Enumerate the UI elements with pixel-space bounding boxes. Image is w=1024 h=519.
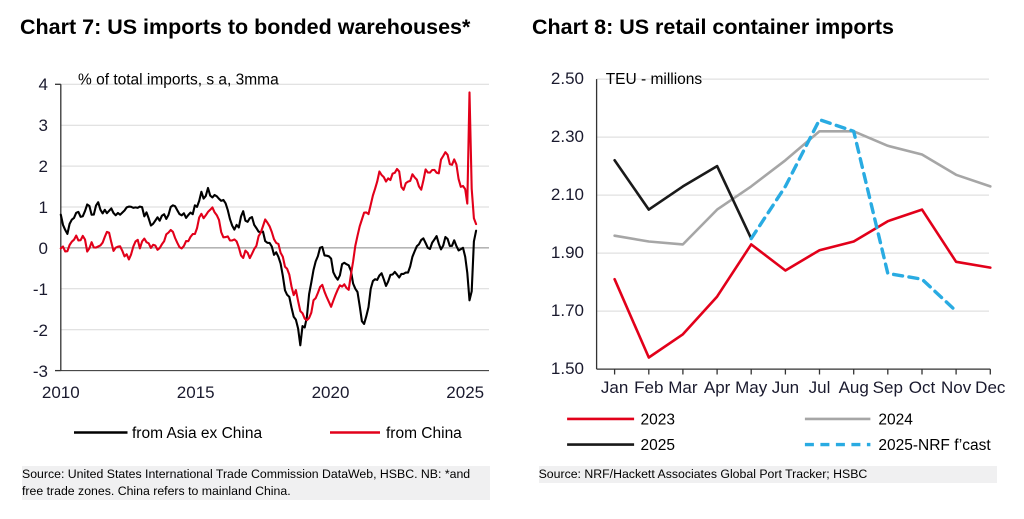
svg-text:Jun: Jun <box>772 378 799 397</box>
svg-text:-2: -2 <box>33 321 48 340</box>
svg-text:Aug: Aug <box>839 378 869 397</box>
svg-text:2015: 2015 <box>177 383 215 402</box>
svg-text:Jul: Jul <box>809 378 831 397</box>
svg-text:from China: from China <box>386 425 462 442</box>
svg-text:2024: 2024 <box>878 412 913 429</box>
svg-text:1.70: 1.70 <box>551 301 584 320</box>
svg-text:1.90: 1.90 <box>551 243 584 262</box>
svg-text:-3: -3 <box>33 362 48 381</box>
svg-text:May: May <box>735 378 768 397</box>
svg-text:Mar: Mar <box>668 378 698 397</box>
svg-text:-1: -1 <box>33 280 48 299</box>
svg-text:2020: 2020 <box>312 383 350 402</box>
svg-text:2023: 2023 <box>641 412 675 429</box>
svg-text:2025-NRF f’cast: 2025-NRF f’cast <box>878 437 991 454</box>
svg-text:1.50: 1.50 <box>551 359 584 378</box>
svg-text:2: 2 <box>39 157 48 176</box>
svg-text:2025: 2025 <box>641 437 675 454</box>
svg-text:% of total imports, s a, 3mma: % of total imports, s a, 3mma <box>78 72 279 89</box>
svg-text:2025: 2025 <box>446 383 484 402</box>
svg-text:4: 4 <box>39 75 48 94</box>
svg-text:2.10: 2.10 <box>551 185 584 204</box>
svg-text:TEU - millions: TEU - millions <box>606 71 703 88</box>
svg-text:Oct: Oct <box>909 378 936 397</box>
svg-text:0: 0 <box>39 239 48 258</box>
svg-text:Apr: Apr <box>704 378 731 397</box>
svg-text:Sep: Sep <box>873 378 903 397</box>
svg-text:Dec: Dec <box>975 378 1006 397</box>
svg-text:1: 1 <box>39 198 48 217</box>
svg-text:from Asia ex China: from Asia ex China <box>132 425 262 442</box>
svg-text:3: 3 <box>39 116 48 135</box>
svg-text:Nov: Nov <box>941 378 972 397</box>
svg-text:Feb: Feb <box>634 378 663 397</box>
svg-text:2010: 2010 <box>42 383 80 402</box>
svg-text:2.30: 2.30 <box>551 127 584 146</box>
svg-text:Jan: Jan <box>601 378 628 397</box>
svg-text:2.50: 2.50 <box>551 69 584 88</box>
